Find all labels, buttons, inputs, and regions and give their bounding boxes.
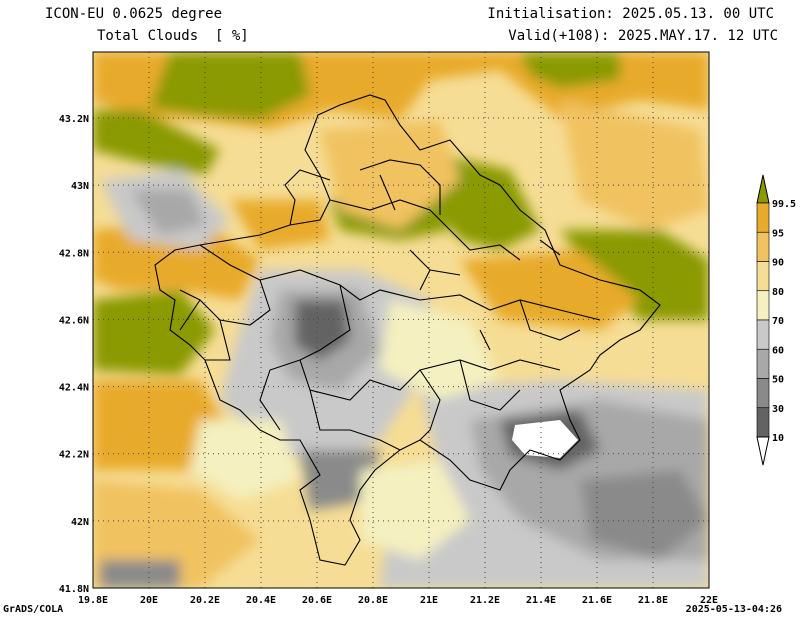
x-tick-label: 22E xyxy=(700,595,718,606)
colorbar-swatch xyxy=(756,231,770,262)
software-credit: GrADS/COLA xyxy=(3,604,64,615)
colorbar-label: 99.5 xyxy=(772,199,796,210)
administrative-borders xyxy=(154,94,661,566)
x-tick-label: 20.8E xyxy=(358,595,388,606)
colorbar: 99.5 95 90 80 70 60 50 30 10 xyxy=(756,174,796,466)
y-tick-label: 42.2N xyxy=(59,450,89,461)
colorbar-label: 95 xyxy=(772,228,784,239)
y-tick-label: 42.6N xyxy=(59,315,89,326)
colorbar-swatch xyxy=(756,319,770,350)
y-axis-ticks: 43.2N 43N 42.8N 42.6N 42.4N 42.2N 42N 41.8N xyxy=(59,114,89,595)
colorbar-under-triangle xyxy=(756,436,770,466)
y-tick-label: 42.4N xyxy=(59,383,89,394)
y-tick-label: 41.8N xyxy=(59,584,89,595)
colorbar-swatch xyxy=(756,407,770,438)
x-tick-label: 20.6E xyxy=(302,595,332,606)
x-tick-label: 21.2E xyxy=(470,595,500,606)
y-tick-label: 42.8N xyxy=(59,248,89,259)
colorbar-swatch xyxy=(756,348,770,379)
x-tick-label: 19.8E xyxy=(78,595,108,606)
colorbar-label: 10 xyxy=(772,433,784,444)
x-tick-label: 21.6E xyxy=(582,595,612,606)
x-tick-label: 21.4E xyxy=(526,595,556,606)
colorbar-swatch xyxy=(756,202,770,233)
colorbar-swatch xyxy=(756,261,770,292)
colorbar-label: 50 xyxy=(772,375,784,386)
colorbar-swatch xyxy=(756,378,770,409)
x-tick-label: 21.8E xyxy=(638,595,668,606)
x-axis-ticks: 19.8E 20E 20.2E 20.4E 20.6E 20.8E 21E 21.2E 21.4… xyxy=(78,595,718,606)
plot-frame xyxy=(92,51,710,589)
x-tick-label: 21E xyxy=(420,595,438,606)
colorbar-over-triangle xyxy=(756,174,770,204)
render-timestamp: 2025-05-13-04:26 xyxy=(685,604,782,615)
colorbar-label: 30 xyxy=(772,404,784,415)
x-tick-label: 20.2E xyxy=(190,595,220,606)
colorbar-swatch xyxy=(756,290,770,321)
colorbar-label: 60 xyxy=(772,345,784,356)
x-tick-label: 20.4E xyxy=(246,595,276,606)
model-title: ICON-EU 0.0625 degree xyxy=(45,6,223,22)
colorbar-label: 80 xyxy=(772,287,784,298)
valid-time: Valid(+108): 2025.MAY.17. 12 UTC xyxy=(508,28,778,44)
colorbar-label: 90 xyxy=(772,258,784,269)
cloud-field xyxy=(93,52,709,588)
y-tick-label: 43N xyxy=(71,181,89,192)
x-tick-label: 20E xyxy=(140,595,158,606)
y-tick-label: 43.2N xyxy=(59,114,89,125)
y-tick-label: 42N xyxy=(71,517,89,528)
variable-title: Total Clouds [ %] xyxy=(97,28,249,44)
colorbar-label: 70 xyxy=(772,316,784,327)
initialisation-time: Initialisation: 2025.05.13. 00 UTC xyxy=(487,6,774,22)
